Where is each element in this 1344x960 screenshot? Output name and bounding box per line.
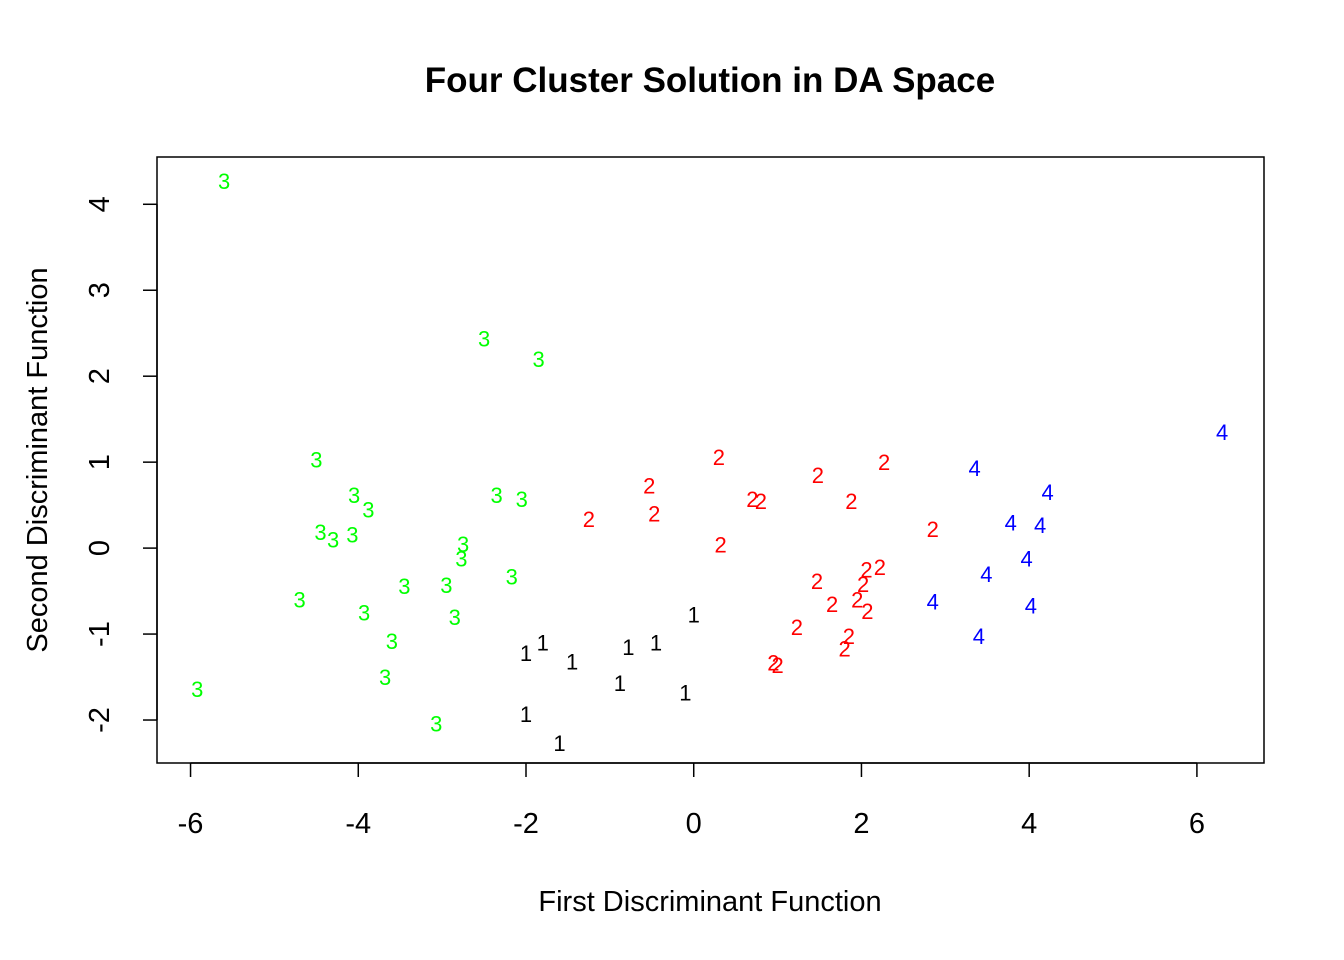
data-point-cluster-2: 2 — [771, 653, 783, 678]
y-tick-label: -2 — [84, 707, 116, 733]
data-point-cluster-4: 4 — [973, 624, 985, 649]
data-point-cluster-3: 3 — [346, 522, 358, 547]
data-point-cluster-3: 3 — [516, 487, 528, 512]
data-point-cluster-2: 2 — [826, 592, 838, 617]
data-point-cluster-4: 4 — [927, 589, 939, 614]
x-tick-label: 6 — [1189, 808, 1205, 840]
data-point-cluster-1: 1 — [553, 731, 565, 756]
data-point-cluster-2: 2 — [845, 489, 857, 514]
x-tick-label: 2 — [853, 808, 869, 840]
data-point-cluster-2: 2 — [791, 615, 803, 640]
data-point-cluster-2: 2 — [857, 572, 869, 597]
data-point-cluster-3: 3 — [491, 483, 503, 508]
data-point-cluster-4: 4 — [1005, 510, 1017, 535]
data-point-cluster-2: 2 — [860, 558, 872, 583]
data-point-cluster-3: 3 — [478, 326, 490, 351]
data-point-cluster-1: 1 — [679, 681, 691, 706]
data-point-cluster-2: 2 — [812, 463, 824, 488]
data-point-cluster-2: 2 — [583, 507, 595, 532]
data-point-cluster-4: 4 — [980, 562, 992, 587]
data-point-cluster-2: 2 — [746, 487, 758, 512]
data-point-cluster-3: 3 — [218, 169, 230, 194]
data-point-cluster-1: 1 — [688, 602, 700, 627]
data-point-cluster-2: 2 — [927, 517, 939, 542]
data-point-cluster-2: 2 — [643, 473, 655, 498]
data-point-cluster-4: 4 — [1034, 513, 1046, 538]
x-axis: -6 -4 -2 0 2 4 6 — [178, 762, 1205, 840]
data-point-cluster-1: 1 — [614, 671, 626, 696]
data-point-cluster-4: 4 — [1021, 546, 1033, 571]
data-point-cluster-2: 2 — [714, 533, 726, 558]
data-point-cluster-3: 3 — [430, 711, 442, 736]
data-point-cluster-1: 1 — [566, 650, 578, 675]
data-point-cluster-2: 2 — [713, 445, 725, 470]
cluster-1-points: 1 111 111 111 — [520, 602, 700, 756]
data-point-cluster-4: 4 — [1216, 420, 1228, 445]
data-point-cluster-4: 4 — [969, 456, 981, 481]
data-point-cluster-3: 3 — [358, 601, 370, 626]
data-point-cluster-3: 3 — [191, 677, 203, 702]
chart-title: Four Cluster Solution in DA Space — [425, 61, 995, 100]
data-point-cluster-3: 3 — [457, 532, 469, 557]
data-point-cluster-4: 4 — [1025, 594, 1037, 619]
data-point-cluster-3: 3 — [398, 574, 410, 599]
y-tick-label: 0 — [84, 540, 116, 556]
data-point-cluster-2: 2 — [839, 637, 851, 662]
x-tick-label: -6 — [178, 808, 204, 840]
data-point-cluster-3: 3 — [314, 520, 326, 545]
data-point-cluster-1: 1 — [622, 635, 634, 660]
y-tick-label: 4 — [84, 196, 116, 212]
x-tick-label: 0 — [686, 808, 702, 840]
data-point-cluster-1: 1 — [520, 702, 532, 727]
data-point-cluster-3: 3 — [310, 448, 322, 473]
data-point-cluster-3: 3 — [293, 588, 305, 613]
data-point-cluster-3: 3 — [362, 497, 374, 522]
data-point-cluster-3: 3 — [327, 528, 339, 553]
data-point-cluster-3: 3 — [506, 564, 518, 589]
y-axis-label: Second Discriminant Function — [22, 267, 54, 652]
data-point-cluster-1: 1 — [520, 641, 532, 666]
y-tick-label: 1 — [84, 454, 116, 470]
data-point-cluster-2: 2 — [755, 489, 767, 514]
data-point-cluster-2: 2 — [843, 624, 855, 649]
data-point-cluster-2: 2 — [811, 569, 823, 594]
data-point-cluster-2: 2 — [878, 450, 890, 475]
y-axis: -2 -1 0 1 2 3 4 — [84, 196, 158, 733]
data-point-cluster-3: 3 — [348, 483, 360, 508]
data-point-cluster-4: 4 — [1042, 480, 1054, 505]
y-tick-label: 3 — [84, 282, 116, 298]
y-tick-label: -1 — [84, 621, 116, 647]
data-point-cluster-3: 3 — [532, 347, 544, 372]
data-point-cluster-3: 3 — [455, 546, 467, 571]
data-point-cluster-2: 2 — [767, 650, 779, 675]
data-point-cluster-3: 3 — [379, 665, 391, 690]
data-point-cluster-3: 3 — [386, 629, 398, 654]
data-point-cluster-1: 1 — [537, 631, 549, 656]
x-tick-label: -4 — [345, 808, 371, 840]
data-point-cluster-1: 1 — [650, 631, 662, 656]
x-tick-label: 4 — [1021, 808, 1037, 840]
x-axis-label: First Discriminant Function — [538, 886, 881, 918]
data-point-cluster-3: 3 — [449, 605, 461, 630]
data-point-cluster-3: 3 — [440, 573, 452, 598]
data-point-cluster-2: 2 — [874, 555, 886, 580]
plot-frame — [156, 156, 1265, 764]
data-point-cluster-2: 2 — [648, 502, 660, 527]
y-tick-label: 2 — [84, 368, 116, 384]
data-point-cluster-2: 2 — [861, 599, 873, 624]
data-point-cluster-2: 2 — [851, 588, 863, 613]
x-tick-label: -2 — [513, 808, 539, 840]
